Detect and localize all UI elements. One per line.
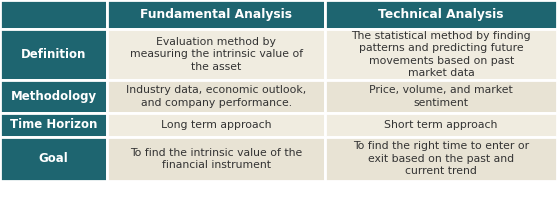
Text: To find the right time to enter or
exit based on the past and
current trend: To find the right time to enter or exit …	[353, 141, 529, 176]
Text: Long term approach: Long term approach	[161, 120, 271, 130]
Bar	[325, 137, 557, 181]
Bar	[0, 137, 107, 181]
Bar	[0, 113, 107, 137]
Text: Industry data, economic outlook,
and company performance.: Industry data, economic outlook, and com…	[126, 85, 306, 108]
Bar	[107, 0, 325, 29]
Bar	[0, 0, 107, 29]
Text: Definition: Definition	[21, 48, 86, 61]
Bar	[107, 29, 325, 80]
Bar	[107, 137, 325, 181]
Text: To find the intrinsic value of the
financial instrument: To find the intrinsic value of the finan…	[130, 148, 302, 170]
Text: Methodology: Methodology	[11, 90, 96, 103]
Text: The statistical method by finding
patterns and predicting future
movements based: The statistical method by finding patter…	[351, 31, 531, 78]
Bar	[325, 0, 557, 29]
Bar	[0, 80, 107, 113]
Text: Technical Analysis: Technical Analysis	[378, 8, 504, 21]
Bar	[325, 113, 557, 137]
Text: Price, volume, and market
sentiment: Price, volume, and market sentiment	[369, 85, 513, 108]
Bar	[107, 113, 325, 137]
Bar	[0, 29, 107, 80]
Bar	[107, 80, 325, 113]
Text: Fundamental Analysis: Fundamental Analysis	[140, 8, 292, 21]
Text: Evaluation method by
measuring the intrinsic value of
the asset: Evaluation method by measuring the intri…	[130, 37, 302, 72]
Text: Time Horizon: Time Horizon	[10, 118, 97, 131]
Bar	[325, 80, 557, 113]
Text: Short term approach: Short term approach	[384, 120, 498, 130]
Text: Goal: Goal	[38, 152, 69, 165]
Bar	[325, 29, 557, 80]
